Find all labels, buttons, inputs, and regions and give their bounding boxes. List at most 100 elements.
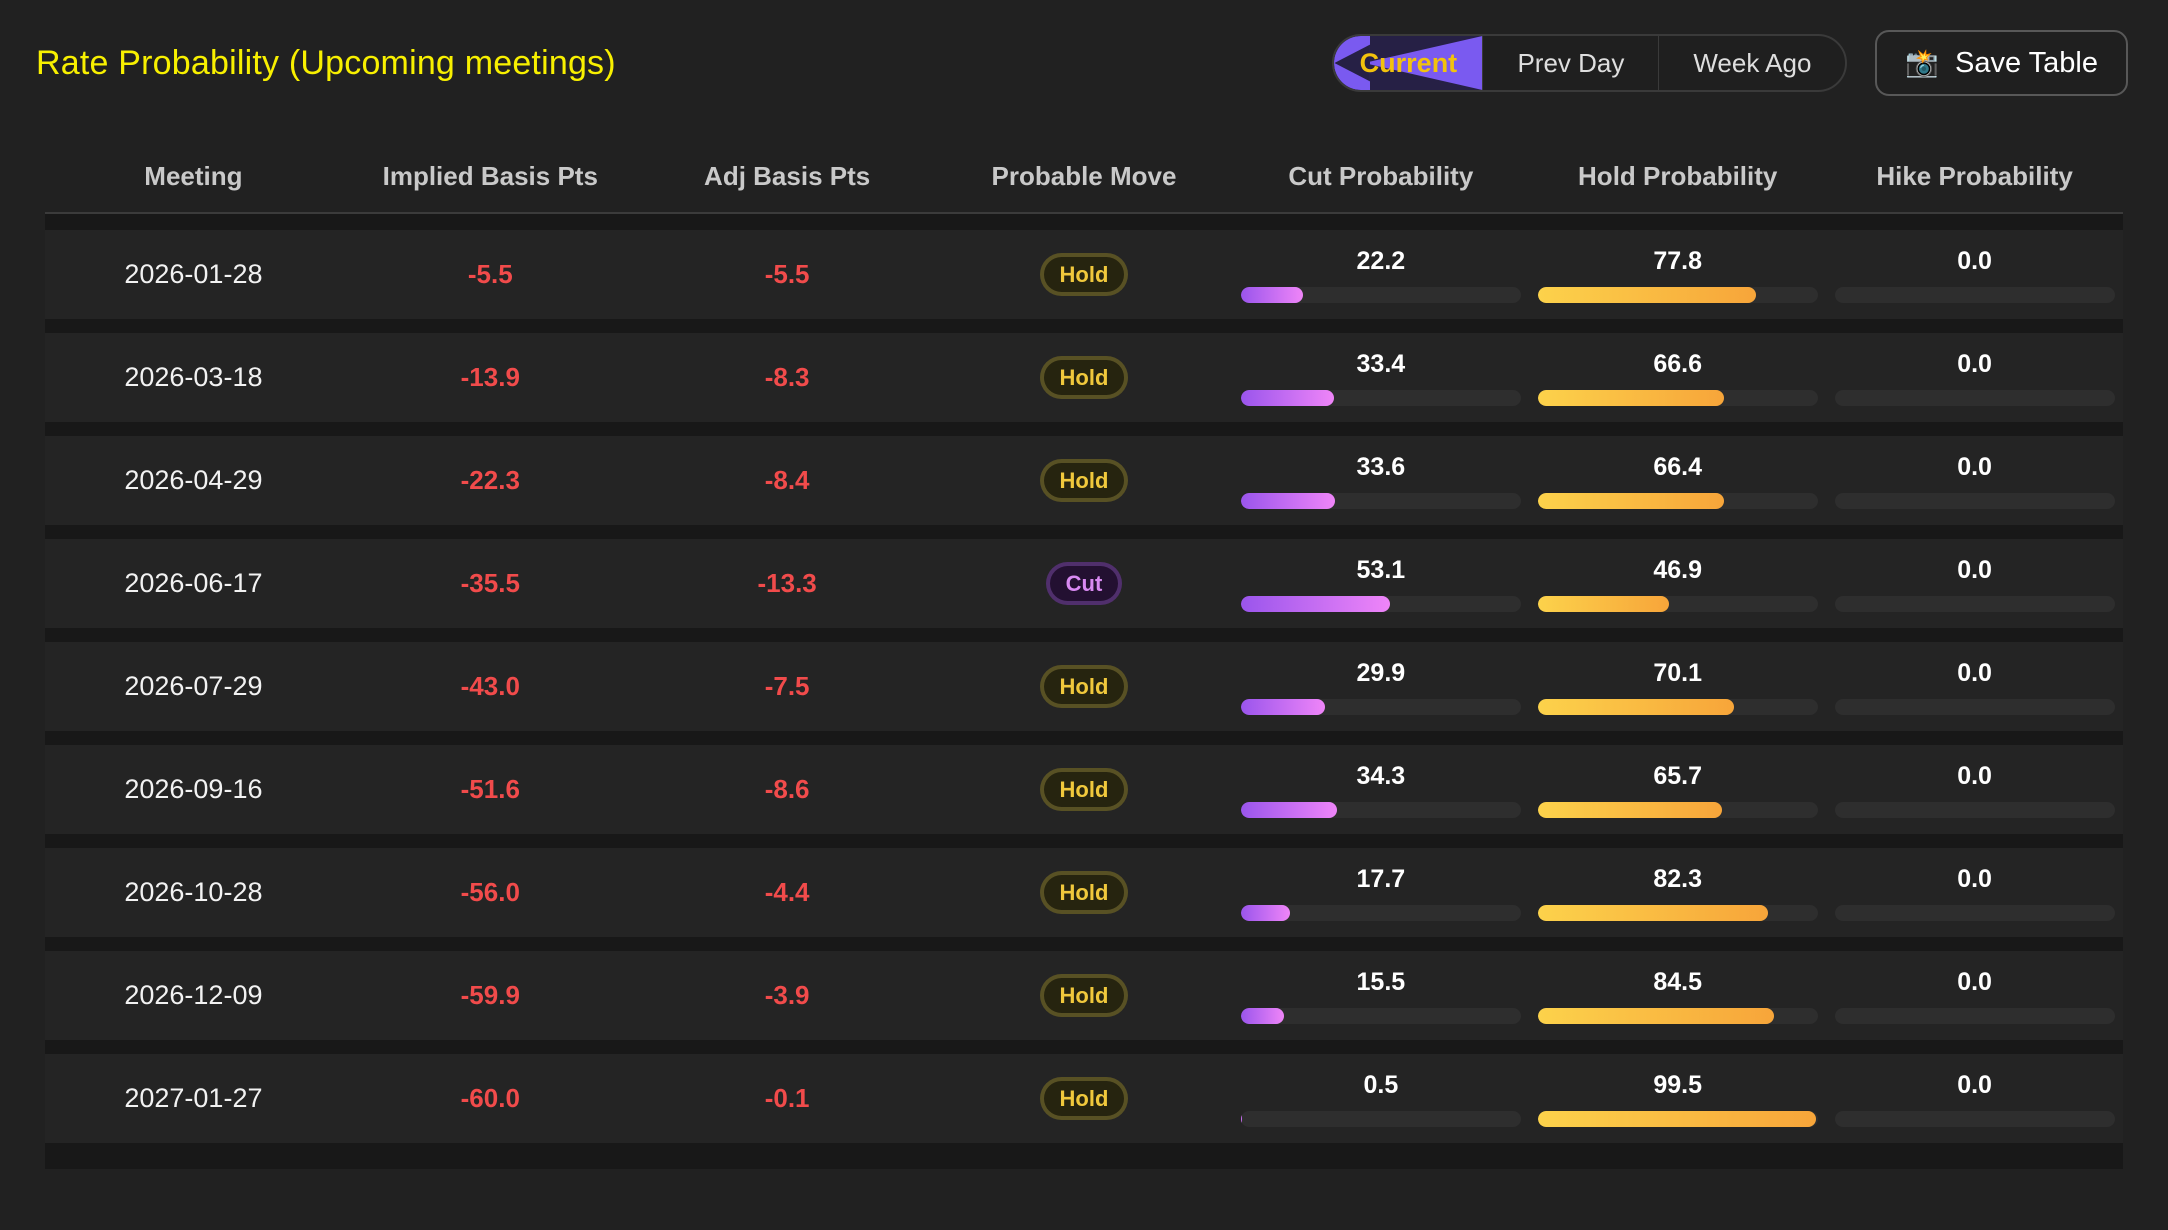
hold-prob-track xyxy=(1537,801,1818,818)
cut-prob-track xyxy=(1240,492,1521,509)
cut-prob-value: 29.9 xyxy=(1356,658,1406,687)
topbar: Rate Probability (Upcoming meetings) Cur… xyxy=(0,0,2168,122)
cut-prob-track xyxy=(1240,286,1521,303)
table-row: 2026-09-16 -51.6 -8.6 Hold 34.3 65.7 0.0 xyxy=(45,745,2123,834)
cut-prob-fill xyxy=(1240,492,1335,509)
probable-move-badge: Hold xyxy=(1039,252,1129,297)
tab-current-label: Current xyxy=(1359,47,1458,78)
cut-prob-value: 17.7 xyxy=(1356,864,1406,893)
table-row: 2026-06-17 -35.5 -13.3 Cut 53.1 46.9 0.0 xyxy=(45,539,2123,628)
hold-prob-value: 99.5 xyxy=(1653,1070,1703,1099)
table-row: 2027-01-27 -60.0 -0.1 Hold 0.5 99.5 0.0 xyxy=(45,1054,2123,1143)
col-header-implied-basis-pts: Implied Basis Pts xyxy=(382,160,598,191)
tab-prev-day[interactable]: Prev Day xyxy=(1482,36,1658,90)
cut-prob-track xyxy=(1240,1110,1521,1127)
cut-prob-fill xyxy=(1240,698,1325,715)
hold-prob-track xyxy=(1537,595,1818,612)
hike-prob-track xyxy=(1834,595,2115,612)
cut-prob-value: 34.3 xyxy=(1356,761,1406,790)
hike-prob-track xyxy=(1834,286,2115,303)
hold-prob-track xyxy=(1537,1007,1818,1024)
hike-prob-track xyxy=(1834,698,2115,715)
hike-prob-track xyxy=(1834,389,2115,406)
hold-prob-fill xyxy=(1537,389,1725,406)
table-row: 2026-07-29 -43.0 -7.5 Hold 29.9 70.1 0.0 xyxy=(45,642,2123,731)
hold-prob-fill xyxy=(1537,492,1724,509)
hike-prob-track xyxy=(1834,1007,2115,1024)
probable-move-badge: Hold xyxy=(1039,1076,1129,1121)
probable-move-badge: Hold xyxy=(1039,458,1129,503)
hike-prob-value: 0.0 xyxy=(1957,246,1992,275)
hike-prob-track xyxy=(1834,801,2115,818)
cut-prob-fill xyxy=(1240,595,1390,612)
adj-bp-cell: -13.3 xyxy=(757,568,817,598)
meeting-cell: 2026-04-29 xyxy=(124,465,263,495)
meeting-cell: 2026-10-28 xyxy=(124,877,263,907)
cut-prob-track xyxy=(1240,389,1521,406)
hold-prob-track xyxy=(1537,904,1818,921)
hold-prob-value: 70.1 xyxy=(1653,658,1703,687)
adj-bp-cell: -8.6 xyxy=(764,774,810,804)
hold-prob-value: 66.4 xyxy=(1653,452,1703,481)
adj-bp-cell: -8.3 xyxy=(764,362,810,392)
time-segmented-control: Current Prev Day Week Ago xyxy=(1332,34,1848,92)
meeting-cell: 2026-07-29 xyxy=(124,671,263,701)
tab-prev-day-label: Prev Day xyxy=(1517,47,1625,78)
tab-current[interactable]: Current xyxy=(1334,36,1483,90)
cut-prob-fill xyxy=(1240,1110,1243,1127)
hold-prob-fill xyxy=(1537,698,1734,715)
hold-prob-value: 46.9 xyxy=(1653,555,1703,584)
hike-prob-track xyxy=(1834,492,2115,509)
adj-bp-cell: -8.4 xyxy=(764,465,810,495)
topbar-controls: Current Prev Day Week Ago 📸 Save Table xyxy=(1332,30,2128,96)
probable-move-badge: Hold xyxy=(1039,973,1129,1018)
hold-prob-fill xyxy=(1537,595,1670,612)
hold-prob-value: 84.5 xyxy=(1653,967,1703,996)
hold-prob-track xyxy=(1537,286,1818,303)
meeting-cell: 2026-06-17 xyxy=(124,568,263,598)
table-row: 2026-12-09 -59.9 -3.9 Hold 15.5 84.5 0.0 xyxy=(45,951,2123,1040)
cut-prob-track xyxy=(1240,1007,1521,1024)
cut-prob-fill xyxy=(1240,801,1337,818)
page-title: Rate Probability (Upcoming meetings) xyxy=(36,43,616,82)
tab-week-ago[interactable]: Week Ago xyxy=(1658,36,1845,90)
cut-prob-value: 33.4 xyxy=(1356,349,1406,378)
hold-prob-value: 66.6 xyxy=(1653,349,1703,378)
cut-prob-track xyxy=(1240,595,1521,612)
meeting-cell: 2026-09-16 xyxy=(124,774,263,804)
hold-prob-fill xyxy=(1537,1007,1775,1024)
adj-bp-cell: -4.4 xyxy=(764,877,810,907)
meeting-cell: 2026-03-18 xyxy=(124,362,263,392)
hold-prob-value: 82.3 xyxy=(1653,864,1703,893)
cut-prob-track xyxy=(1240,698,1521,715)
col-header-meeting: Meeting xyxy=(144,160,243,191)
hold-prob-fill xyxy=(1537,801,1722,818)
hold-prob-track xyxy=(1537,698,1818,715)
save-table-button[interactable]: 📸 Save Table xyxy=(1875,30,2128,96)
col-header-cut-probability: Cut Probability xyxy=(1288,160,1474,191)
meeting-cell: 2027-01-27 xyxy=(124,1083,263,1113)
hike-prob-value: 0.0 xyxy=(1957,658,1992,687)
probable-move-badge: Hold xyxy=(1039,870,1129,915)
implied-bp-cell: -43.0 xyxy=(460,671,520,701)
cut-prob-value: 15.5 xyxy=(1356,967,1406,996)
hold-prob-value: 65.7 xyxy=(1653,761,1703,790)
cut-prob-track xyxy=(1240,904,1521,921)
table-row: 2026-04-29 -22.3 -8.4 Hold 33.6 66.4 0.0 xyxy=(45,436,2123,525)
col-header-adj-basis-pts: Adj Basis Pts xyxy=(704,160,871,191)
save-table-button-label: Save Table xyxy=(1955,46,2098,79)
hold-prob-track xyxy=(1537,492,1818,509)
rate-probability-table: Meeting Implied Basis Pts Adj Basis Pts … xyxy=(45,140,2123,1169)
implied-bp-cell: -56.0 xyxy=(460,877,520,907)
adj-bp-cell: -0.1 xyxy=(764,1083,810,1113)
hike-prob-track xyxy=(1834,904,2115,921)
hike-prob-value: 0.0 xyxy=(1957,1070,1992,1099)
hike-prob-value: 0.0 xyxy=(1957,452,1992,481)
cut-prob-value: 22.2 xyxy=(1356,246,1406,275)
hike-prob-value: 0.0 xyxy=(1957,555,1992,584)
hold-prob-fill xyxy=(1537,1110,1817,1127)
cut-prob-track xyxy=(1240,801,1521,818)
tab-week-ago-label: Week Ago xyxy=(1693,47,1812,78)
meeting-cell: 2026-12-09 xyxy=(124,980,263,1010)
implied-bp-cell: -22.3 xyxy=(460,465,520,495)
